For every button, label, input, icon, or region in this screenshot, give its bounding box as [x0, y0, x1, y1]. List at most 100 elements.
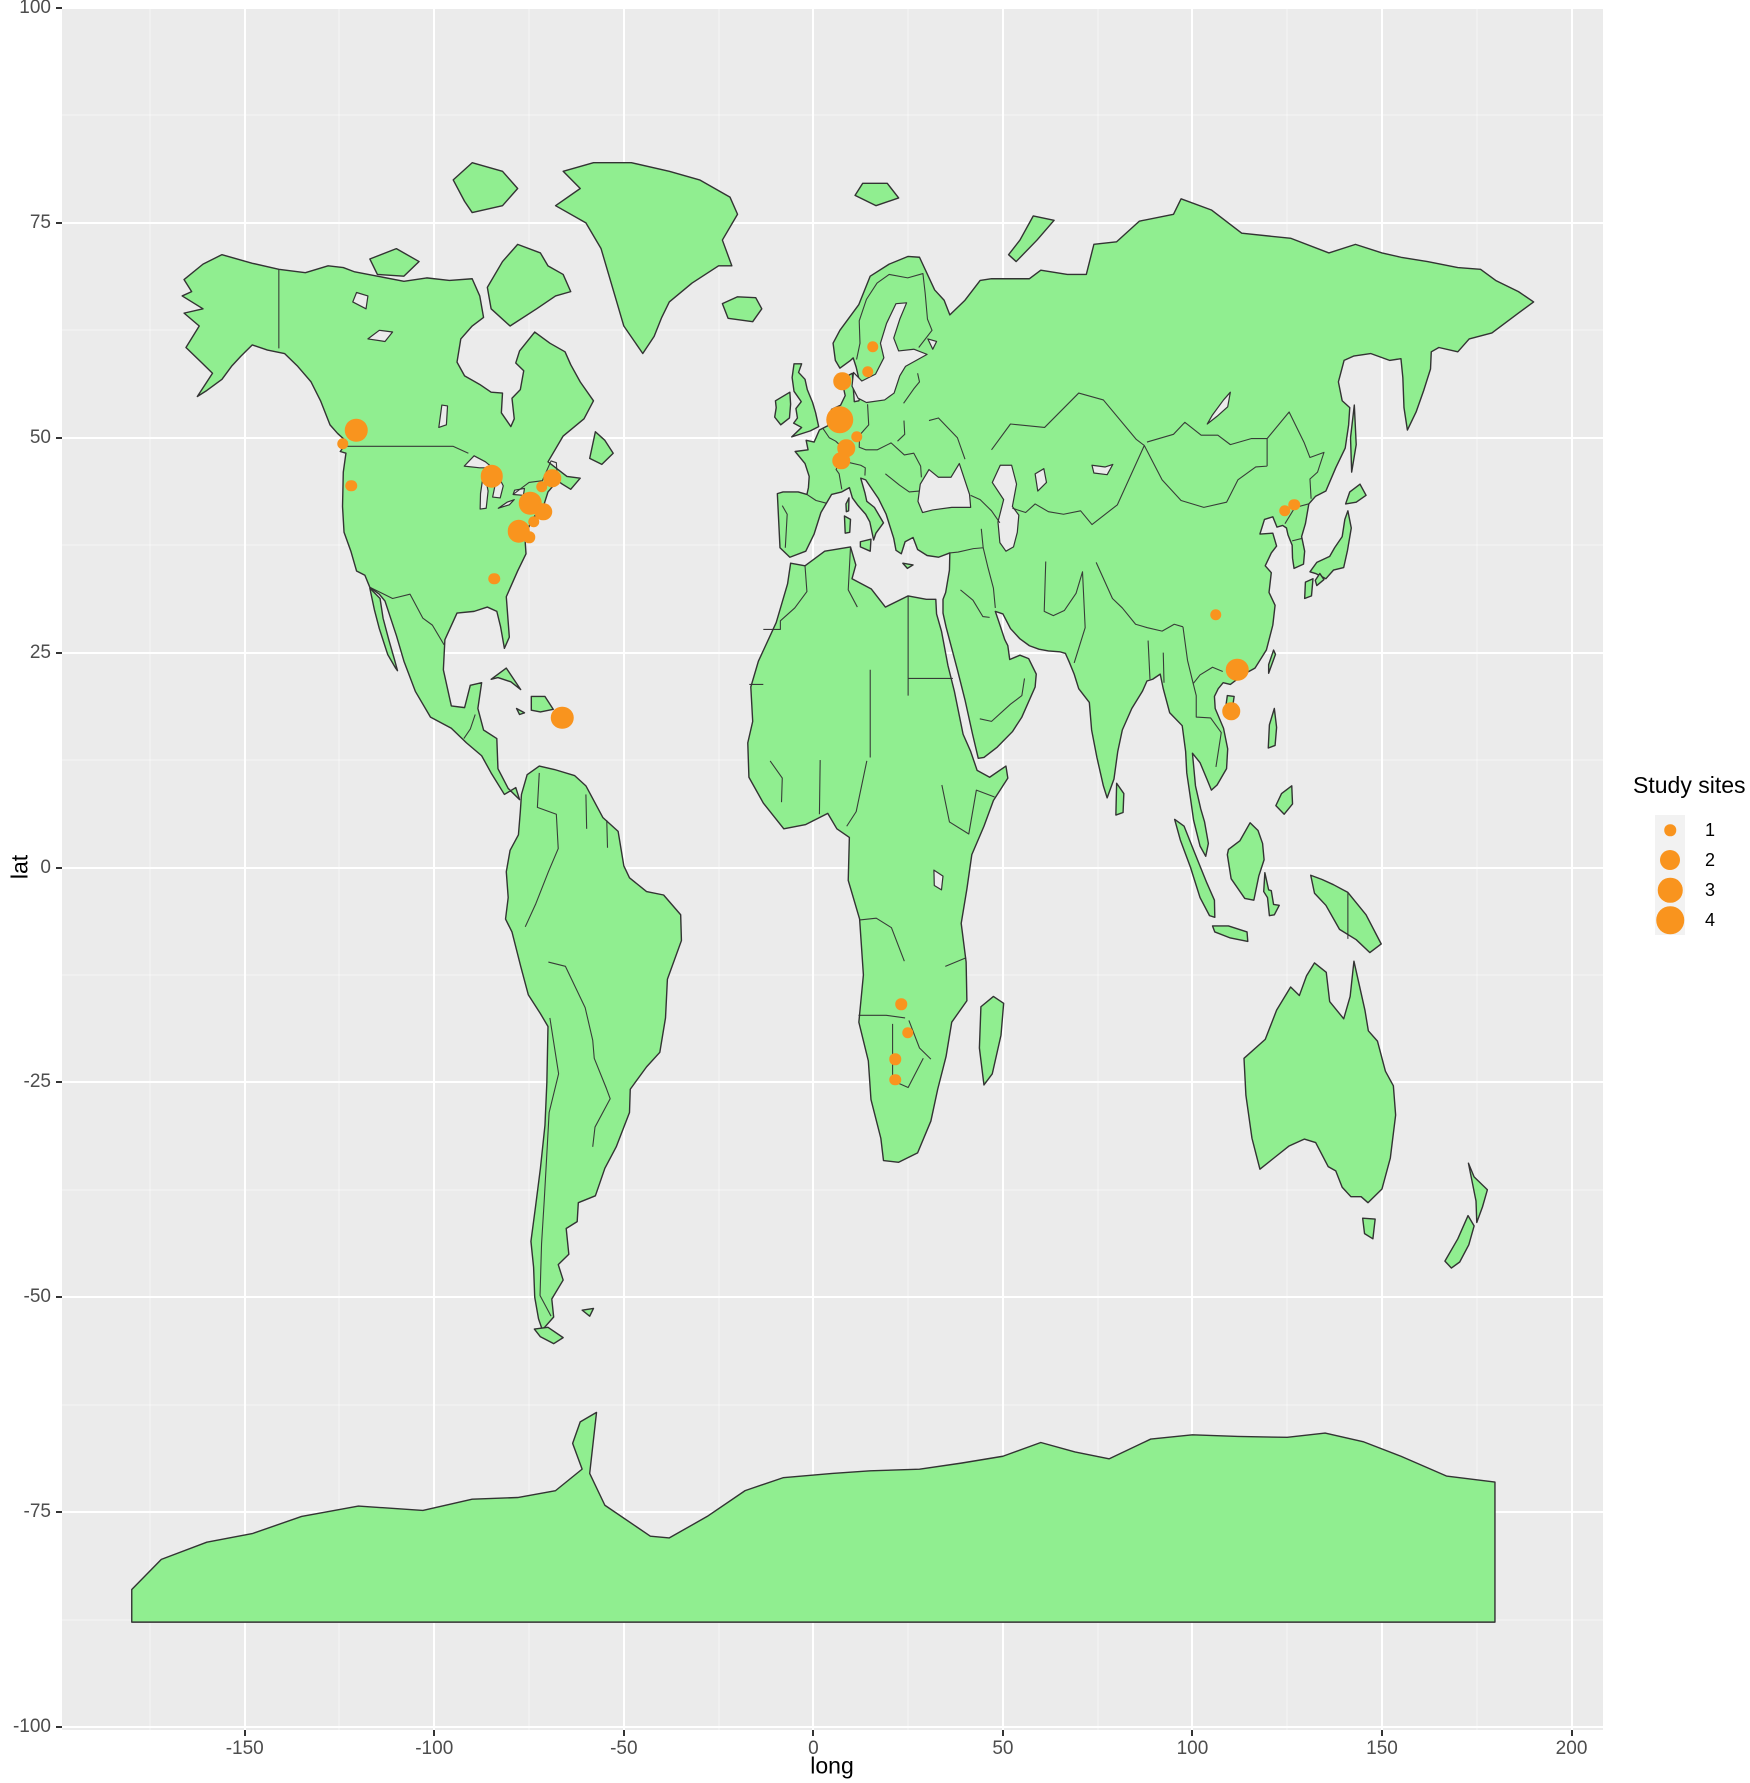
study-site-dot: [1222, 702, 1240, 720]
study-site-dot: [523, 531, 535, 544]
study-site-dot: [889, 1074, 901, 1086]
study-site-dot: [1278, 505, 1291, 517]
study-site-dot: [536, 480, 548, 493]
x-tick-label: 200: [1555, 1738, 1588, 1759]
minor-gridline-x: [1286, 8, 1288, 1730]
x-tick-mark: [243, 1730, 246, 1736]
study-site-dot: [867, 340, 879, 353]
y-tick-mark: [56, 7, 62, 9]
major-gridline-x: [812, 8, 815, 1730]
y-tick-mark: [56, 221, 62, 224]
minor-gridline-x: [338, 8, 340, 1730]
legend-key: [1655, 845, 1685, 875]
study-site-dot: [851, 431, 863, 443]
study-site-dot: [826, 405, 854, 434]
x-tick-mark: [622, 1730, 625, 1736]
legend-key: [1655, 875, 1685, 905]
y-tick-mark: [56, 866, 62, 869]
y-tick-label: 0: [40, 856, 51, 878]
study-site-dot: [889, 1053, 901, 1065]
x-tick-label: 150: [1366, 1738, 1398, 1759]
y-tick-label: -100: [12, 1715, 51, 1737]
legend-key-label: 3: [1705, 879, 1716, 900]
x-tick-label: 50: [992, 1738, 1014, 1759]
legend-row: 2: [1655, 845, 1746, 875]
legend: Study sites 1 2 3 4: [1633, 772, 1746, 935]
y-tick-mark: [56, 651, 62, 654]
study-site-dot: [901, 1026, 914, 1039]
major-gridline-x: [1380, 8, 1383, 1730]
y-tick-label: 100: [19, 0, 51, 18]
legend-key-dot: [1664, 824, 1676, 836]
study-site-dot: [534, 502, 553, 521]
study-site-dot: [833, 372, 851, 390]
x-tick-mark: [1380, 1730, 1383, 1736]
minor-gridline-y: [62, 1404, 1603, 1406]
study-site-dot: [527, 516, 540, 528]
x-axis-title: long: [810, 1752, 854, 1779]
study-site-dot: [345, 480, 357, 492]
minor-gridline-y: [62, 114, 1603, 116]
y-tick-label: 25: [29, 641, 51, 663]
major-gridline-y: [62, 221, 1603, 224]
study-site-dot: [550, 706, 574, 730]
minor-gridline-x: [1476, 8, 1478, 1730]
study-site-dot: [344, 418, 368, 442]
major-gridline-y: [62, 1296, 1603, 1299]
study-site-dot: [1209, 609, 1222, 621]
study-site-dot: [488, 572, 500, 585]
y-tick-mark: [56, 436, 62, 439]
study-site-dot: [895, 998, 908, 1010]
study-site-dot: [861, 365, 874, 378]
major-gridline-x: [1570, 8, 1573, 1730]
x-tick-label: -150: [225, 1738, 264, 1759]
legend-row: 3: [1655, 875, 1746, 905]
legend-key-dot: [1657, 877, 1683, 903]
x-tick-mark: [433, 1730, 436, 1736]
x-tick-mark: [1191, 1730, 1194, 1736]
major-gridline-x: [243, 8, 246, 1730]
study-site-dot: [480, 465, 504, 488]
legend-row: 4: [1655, 905, 1746, 935]
major-gridline-y: [62, 1081, 1603, 1084]
study-site-dot: [1225, 658, 1249, 682]
x-tick-mark: [1001, 1730, 1004, 1736]
y-tick-label: -75: [23, 1501, 51, 1523]
minor-gridline-y: [62, 1189, 1603, 1191]
legend-key-dot: [1656, 906, 1684, 934]
x-tick-label: -50: [610, 1738, 638, 1759]
major-gridline-y: [62, 8, 1603, 9]
legend-key: [1655, 905, 1685, 935]
minor-gridline-y: [62, 544, 1603, 546]
y-axis-title: lat: [6, 854, 33, 880]
x-tick-label: 0: [808, 1738, 819, 1759]
legend-key-label: 4: [1705, 909, 1716, 930]
legend-key-dot: [1660, 850, 1680, 870]
major-gridline-x: [433, 8, 436, 1730]
y-tick-mark: [56, 1725, 62, 1728]
study-site-dot: [543, 469, 561, 487]
legend-key-label: 1: [1705, 819, 1716, 840]
minor-gridline-x: [718, 8, 720, 1730]
legend-key-label: 2: [1705, 849, 1716, 870]
major-gridline-y: [62, 866, 1603, 869]
x-tick-label: -100: [415, 1738, 454, 1759]
inland-water-shapes: [353, 292, 1231, 889]
major-gridline-y: [62, 1725, 1603, 1728]
minor-gridline-y: [62, 974, 1603, 976]
x-tick-mark: [812, 1730, 815, 1736]
study-site-dot: [1288, 499, 1301, 511]
y-tick-label: -25: [23, 1071, 51, 1093]
x-axis: -150 -100 -50 0 50 100 150 200: [62, 1730, 1603, 1775]
legend-key: [1655, 815, 1685, 845]
y-tick-label: 50: [29, 426, 51, 448]
x-tick-label: 100: [1176, 1738, 1209, 1759]
x-tick-mark: [1570, 1730, 1573, 1736]
y-tick-label: -50: [23, 1286, 51, 1308]
legend-keys: 1 2 3 4: [1655, 815, 1746, 935]
y-tick-mark: [56, 1081, 62, 1084]
legend-title: Study sites: [1633, 772, 1746, 798]
minor-gridline-x: [149, 8, 151, 1730]
y-tick-label: 75: [29, 211, 51, 233]
